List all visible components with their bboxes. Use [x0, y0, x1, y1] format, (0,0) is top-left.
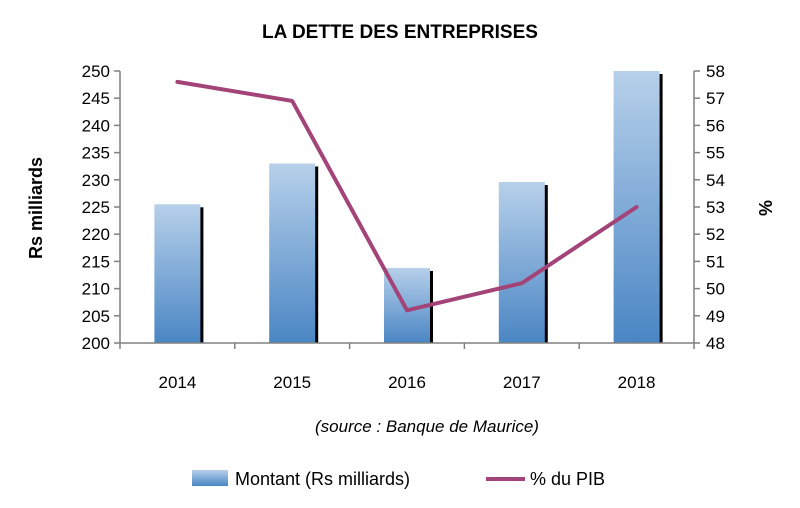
- y2-tick-label: 50: [706, 280, 725, 299]
- y-tick-label: 200: [82, 334, 110, 353]
- x-tick-label: 2016: [388, 373, 426, 392]
- y2-tick-label: 51: [706, 252, 725, 271]
- legend-bar-swatch: [192, 470, 228, 486]
- legend-bar-label: Montant (Rs milliards): [235, 469, 410, 489]
- x-tick-label: 2015: [273, 373, 311, 392]
- chart-title: LA DETTE DES ENTREPRISES: [262, 22, 538, 43]
- y-tick-label: 230: [82, 171, 110, 190]
- x-tick-label: 2014: [158, 373, 196, 392]
- y2-tick-label: 52: [706, 225, 725, 244]
- bar: [269, 163, 316, 343]
- y2-axis-label: %: [756, 200, 776, 216]
- bar: [498, 181, 545, 343]
- y2-tick-label: 49: [706, 307, 725, 326]
- x-tick-label: 2018: [618, 373, 656, 392]
- y-tick-label: 225: [82, 198, 110, 217]
- y-tick-label: 245: [82, 89, 110, 108]
- line-series-pib: [175, 79, 639, 313]
- x-tick-label: 2017: [503, 373, 541, 392]
- plot-area: 200 205 210 215 220 225 230 235 240 245 250 48 49 50 5…: [82, 62, 725, 392]
- y-tick-label: 220: [82, 225, 110, 244]
- y-tick-label: 215: [82, 252, 110, 271]
- y-tick-label: 240: [82, 116, 110, 135]
- y-tick-label: 235: [82, 144, 110, 163]
- legend: Montant (Rs milliards) % du PIB: [192, 469, 605, 489]
- y2-tick-label: 56: [706, 116, 725, 135]
- y2-tick-label: 53: [706, 198, 725, 217]
- y2-tick-label: 58: [706, 62, 725, 81]
- y2-tick-label: 54: [706, 171, 725, 190]
- y2-tick-label: 55: [706, 144, 725, 163]
- legend-line-label: % du PIB: [530, 469, 605, 489]
- bar: [154, 204, 201, 343]
- y2-tick-label: 57: [706, 89, 725, 108]
- y-tick-label: 210: [82, 280, 110, 299]
- source-note: (source : Banque de Maurice): [315, 417, 539, 436]
- y-tick-label: 205: [82, 307, 110, 326]
- y2-tick-label: 48: [706, 334, 725, 353]
- y-tick-label: 250: [82, 62, 110, 81]
- y-axis-label: Rs milliards: [26, 157, 46, 259]
